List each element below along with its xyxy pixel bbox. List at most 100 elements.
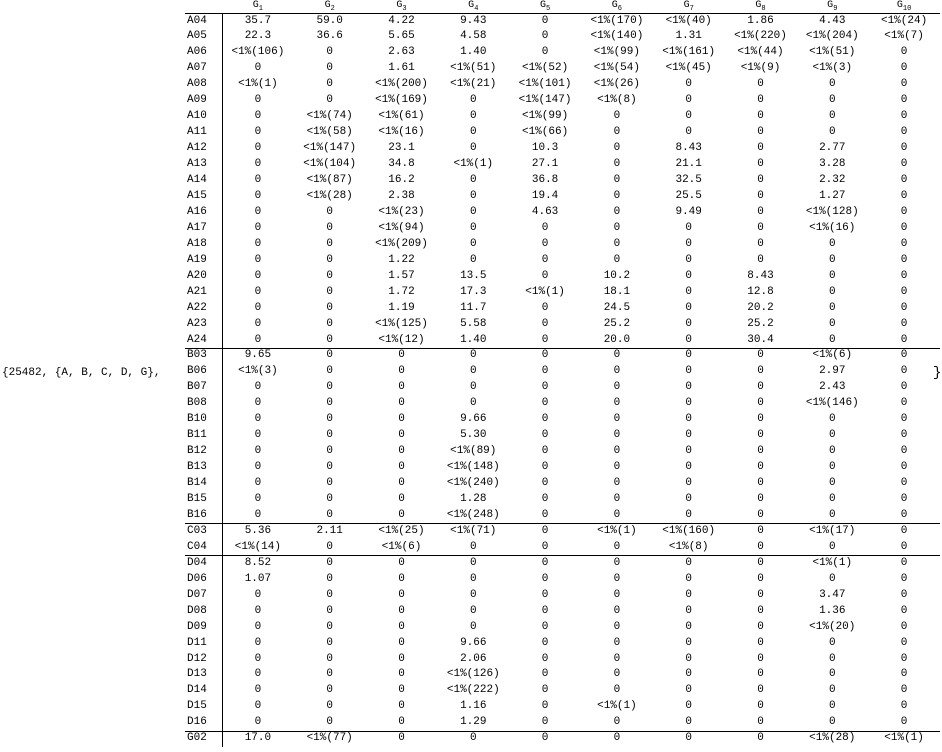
cell: 0	[326, 636, 333, 649]
cell: 0	[757, 461, 764, 474]
cell: 1.07	[244, 572, 272, 585]
cell: 0	[685, 221, 692, 234]
cell: 0	[541, 556, 549, 569]
cell: 0	[685, 572, 692, 585]
column-header: G3	[366, 0, 438, 17]
cell: 0	[757, 652, 764, 665]
cell: 0	[757, 620, 764, 633]
cell: <1%(101)	[518, 78, 572, 91]
cell: 0	[685, 237, 692, 250]
cell: 0	[398, 716, 405, 729]
cell: 0	[685, 301, 692, 314]
cell: 4.63	[531, 205, 559, 218]
row-label: B15	[187, 493, 207, 505]
cell: 0	[757, 158, 764, 171]
column-header: G2	[294, 0, 366, 17]
row-label: A18	[187, 237, 207, 250]
header-index: 10	[902, 5, 912, 13]
cell: 0	[254, 174, 262, 186]
cell: 0	[541, 237, 549, 250]
cell: 0	[900, 269, 908, 282]
cell: 0	[757, 221, 764, 234]
cell: <1%(99)	[521, 110, 569, 123]
cell: 0	[613, 221, 621, 234]
cell: 0	[613, 110, 621, 123]
cell: 0	[900, 46, 908, 59]
cell: 2.43	[819, 381, 846, 394]
cell: 0	[541, 413, 549, 426]
cell: 0	[685, 732, 692, 745]
cell: <1%(26)	[593, 78, 640, 91]
cell: 0	[326, 365, 333, 378]
cell: 19.4	[531, 189, 559, 202]
cell: 0	[326, 508, 333, 521]
row-label: D04	[187, 556, 207, 569]
cell: 0	[900, 253, 908, 266]
cell: 0	[685, 253, 692, 266]
cell: 0	[469, 540, 477, 553]
cell: 0	[254, 142, 262, 155]
cell: 0	[398, 732, 405, 745]
cell: 0	[900, 349, 908, 362]
cell: 0	[685, 333, 692, 346]
cell: 0	[828, 333, 836, 346]
cell: 0	[900, 604, 908, 617]
cell: 0	[900, 110, 908, 123]
cell: 0	[254, 477, 262, 490]
cell: 0	[613, 493, 621, 505]
cell: 0	[757, 572, 764, 585]
cell: 0	[757, 588, 764, 601]
cell: 0	[469, 620, 477, 633]
cell: 0	[469, 94, 477, 107]
cell: 0	[326, 317, 333, 330]
cell: 0	[613, 461, 621, 474]
cell: 1.16	[460, 700, 487, 713]
row-label: D08	[187, 604, 207, 617]
cell: 0	[254, 189, 262, 202]
row-label: D06	[187, 572, 207, 585]
cell: 10.3	[531, 142, 559, 155]
cell: 0	[757, 636, 764, 649]
cell: 0	[757, 604, 764, 617]
cell: 0	[326, 588, 333, 601]
cell: 0	[685, 652, 692, 665]
cell: 0	[828, 78, 836, 91]
cell: <1%(52)	[521, 62, 569, 75]
cell: 0	[613, 716, 621, 729]
cell: 0	[900, 142, 908, 155]
cell: <1%(161)	[662, 46, 716, 59]
cell: 0	[900, 62, 908, 75]
cell: 0	[398, 508, 405, 521]
cell: 0	[613, 588, 621, 601]
cell: 0	[541, 540, 549, 553]
cell: 0	[254, 636, 262, 649]
cell: 0	[469, 604, 477, 617]
cell: 0	[613, 381, 621, 394]
cell: 0	[685, 508, 692, 521]
row-label: A11	[187, 126, 207, 139]
cell: 0	[326, 397, 333, 410]
row-label: A19	[187, 253, 207, 266]
cell: 0	[398, 349, 405, 362]
cell: 0	[541, 684, 549, 697]
cell: 30.4	[747, 333, 774, 346]
cell: 0	[900, 668, 908, 681]
cell: <1%(74)	[306, 110, 353, 123]
cell: 0	[254, 285, 262, 298]
row-label: A14	[187, 174, 207, 186]
cell: 1.29	[460, 716, 487, 729]
cell: 3.28	[819, 158, 846, 171]
cell: 0	[900, 700, 908, 713]
cell: <1%(28)	[809, 732, 856, 745]
cell: <1%(1)	[884, 732, 924, 745]
cell: 0	[900, 524, 908, 537]
cell: 3.47	[819, 588, 846, 601]
cell: 0	[613, 684, 621, 697]
cell: <1%(21)	[450, 78, 497, 91]
cell: 18.1	[603, 285, 631, 298]
cell: 0	[613, 604, 621, 617]
cell: 1.28	[460, 493, 487, 505]
column-header: G10	[868, 0, 940, 17]
cell: 4.58	[460, 30, 487, 43]
cell: 0	[685, 94, 692, 107]
